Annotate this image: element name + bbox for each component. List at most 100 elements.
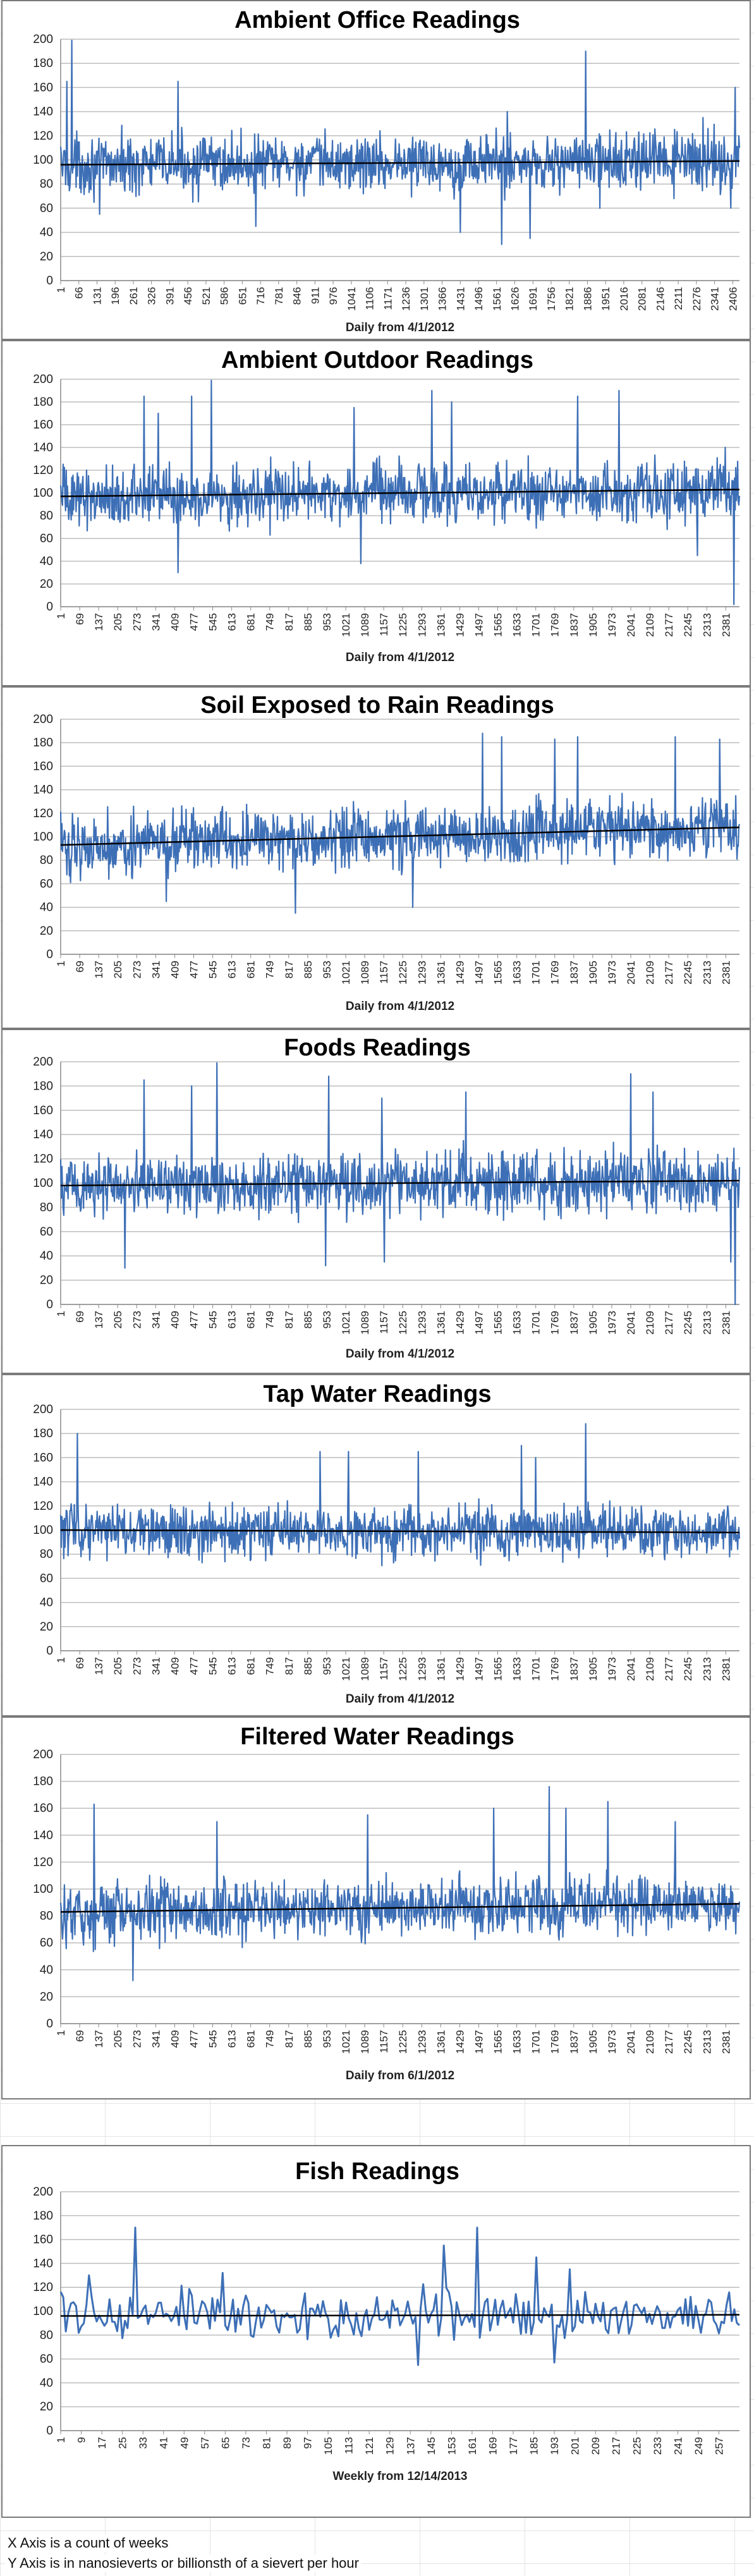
x-tick-label: 1769 bbox=[549, 961, 561, 985]
x-tick-label: 1561 bbox=[491, 287, 503, 311]
y-tick-label: 100 bbox=[33, 1177, 53, 1190]
x-tick-label: 2109 bbox=[644, 961, 656, 985]
x-tick-label: 781 bbox=[273, 287, 285, 305]
x-tick-label: 976 bbox=[327, 287, 339, 305]
x-tick-label: 273 bbox=[131, 961, 143, 978]
x-tick-label: 1837 bbox=[568, 613, 580, 637]
y-tick-label: 100 bbox=[33, 2305, 53, 2318]
x-tick-label: 169 bbox=[487, 2437, 499, 2455]
x-tick-label: 1225 bbox=[397, 613, 409, 637]
x-tick-label: 201 bbox=[569, 2437, 581, 2455]
y-tick-label: 100 bbox=[33, 830, 53, 844]
x-tick-label: 1021 bbox=[340, 1311, 352, 1335]
x-tick-label: 2177 bbox=[663, 961, 675, 985]
y-tick-label: 40 bbox=[40, 555, 53, 568]
y-tick-label: 80 bbox=[40, 1201, 53, 1214]
x-tick-label: 2381 bbox=[720, 1657, 732, 1681]
y-tick-label: 40 bbox=[40, 1249, 53, 1263]
x-tick-label: 273 bbox=[131, 1657, 143, 1675]
x-tick-label: 1951 bbox=[600, 287, 612, 311]
y-tick-label: 120 bbox=[33, 1856, 53, 1869]
x-tick-label: 137 bbox=[404, 2437, 417, 2455]
x-tick-label: 1089 bbox=[359, 1311, 371, 1335]
x-tick-label: 69 bbox=[74, 2030, 86, 2042]
x-tick-label: 2245 bbox=[682, 1657, 694, 1681]
chart-ambient-office: Ambient Office Readings02040608010012014… bbox=[33, 7, 741, 334]
x-tick-label: 1633 bbox=[511, 613, 523, 637]
y-tick-label: 60 bbox=[40, 877, 53, 890]
x-tick-label: 681 bbox=[245, 613, 257, 631]
x-tick-label: 153 bbox=[446, 2437, 458, 2455]
x-tick-label: 1 bbox=[55, 1657, 67, 1663]
x-tick-label: 545 bbox=[207, 2030, 219, 2048]
chart-fish: Fish Readings 0 20 40 60 80 100 120 140 160 180 200… bbox=[33, 2158, 741, 2483]
x-tick-label: 1236 bbox=[400, 287, 412, 311]
x-tick-label: 341 bbox=[150, 961, 162, 978]
y-tick-label: 40 bbox=[40, 226, 53, 240]
x-tick-label: 749 bbox=[264, 2030, 276, 2048]
x-tick-label: 1106 bbox=[364, 287, 376, 310]
x-tick-label: 391 bbox=[164, 287, 176, 305]
x-tick-label: 2041 bbox=[625, 961, 637, 985]
x-tick-label: 1769 bbox=[549, 613, 561, 637]
x-tick-label: 2177 bbox=[663, 1311, 675, 1335]
x-tick-label: 521 bbox=[200, 287, 212, 305]
x-tick-label: 1041 bbox=[346, 287, 358, 311]
x-tick-label: 137 bbox=[93, 2030, 105, 2048]
y-tick-label: 60 bbox=[40, 1936, 53, 1950]
y-tick-label: 160 bbox=[33, 1802, 53, 1815]
y-tick-label: 60 bbox=[40, 2353, 53, 2366]
x-axis-label: Weekly from 12/14/2013 bbox=[332, 2470, 467, 2483]
y-tick-label: 0 bbox=[46, 948, 53, 961]
y-tick-label: 120 bbox=[33, 2281, 53, 2294]
x-tick-label: 2041 bbox=[625, 1311, 637, 1335]
x-tick-label: 1429 bbox=[454, 1311, 466, 1335]
x-tick-label: 1497 bbox=[473, 613, 485, 637]
x-tick-label: 1905 bbox=[587, 961, 599, 985]
y-tick-label: 200 bbox=[33, 2185, 53, 2199]
x-tick-label: 2245 bbox=[682, 2030, 694, 2054]
x-tick-label: 2313 bbox=[701, 2030, 713, 2054]
x-tick-label: 1021 bbox=[340, 1657, 352, 1681]
x-tick-label: 1 bbox=[55, 961, 67, 966]
x-tick-label: 1361 bbox=[435, 1657, 447, 1681]
x-tick-label: 1293 bbox=[416, 2030, 428, 2054]
y-tick-label: 140 bbox=[33, 1128, 53, 1141]
x-tick-label: 341 bbox=[150, 1311, 162, 1328]
x-tick-label: 1431 bbox=[454, 287, 466, 311]
x-tick-label: 681 bbox=[245, 961, 257, 978]
x-tick-label: 586 bbox=[219, 287, 231, 305]
y-tick-label: 180 bbox=[33, 736, 53, 750]
x-tick-label: 716 bbox=[255, 287, 267, 305]
x-tick-label: 2313 bbox=[701, 613, 713, 637]
x-tick-label: 273 bbox=[131, 1311, 143, 1328]
x-tick-label: 409 bbox=[169, 961, 181, 978]
x-tick-label: 66 bbox=[73, 287, 85, 299]
x-tick-label: 409 bbox=[169, 1657, 181, 1675]
x-tick-label: 1837 bbox=[568, 1657, 580, 1681]
x-tick-label: 613 bbox=[226, 613, 238, 631]
x-tick-label: 2381 bbox=[720, 2030, 732, 2054]
x-tick-label: 177 bbox=[508, 2437, 520, 2455]
y-tick-label: 60 bbox=[40, 1572, 53, 1585]
x-tick-label: 2381 bbox=[720, 613, 732, 637]
x-tick-label: 89 bbox=[281, 2437, 293, 2449]
x-axis-label: Daily from 4/1/2012 bbox=[346, 321, 454, 334]
x-tick-label: 1701 bbox=[530, 1657, 542, 1681]
x-tick-label: 1565 bbox=[492, 2030, 504, 2054]
y-tick-label: 120 bbox=[33, 1500, 53, 1513]
x-tick-label: 1497 bbox=[473, 1657, 485, 1681]
x-tick-label: 1497 bbox=[473, 1311, 485, 1335]
x-tick-label: 1361 bbox=[435, 1311, 447, 1335]
x-tick-label: 1769 bbox=[549, 2030, 561, 2054]
x-tick-label: 17 bbox=[96, 2437, 108, 2449]
x-tick-label: 2109 bbox=[644, 613, 656, 637]
x-tick-label: 1973 bbox=[606, 2030, 618, 2054]
y-tick-label: 0 bbox=[46, 2017, 53, 2031]
x-tick-label: 1225 bbox=[397, 2030, 409, 2054]
chart-title: Ambient Office Readings bbox=[234, 7, 520, 33]
x-tick-label: 1429 bbox=[454, 961, 466, 985]
x-tick-label: 1429 bbox=[454, 1657, 466, 1681]
series-line bbox=[59, 1423, 741, 1567]
trend-line bbox=[60, 1903, 740, 1913]
